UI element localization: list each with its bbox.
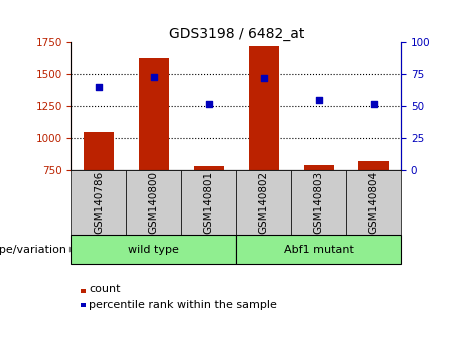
Point (205, 101, 213, 107)
Bar (139, 58, 169, 170)
Text: Abf1 mutant: Abf1 mutant (284, 245, 354, 255)
Text: percentile rank within the sample: percentile rank within the sample (89, 300, 277, 310)
Text: GSM140802: GSM140802 (259, 171, 269, 234)
Point (260, 75, 267, 81)
Text: GSM140804: GSM140804 (369, 171, 378, 234)
Text: genotype/variation: genotype/variation (0, 245, 67, 255)
Bar (303, 165, 334, 170)
Text: wild type: wild type (129, 245, 179, 255)
Point (370, 101, 377, 107)
Bar (194, 166, 224, 170)
Bar (248, 46, 279, 170)
Text: GSM140800: GSM140800 (149, 171, 159, 234)
Bar (359, 161, 389, 170)
Text: GSM140801: GSM140801 (204, 171, 214, 234)
Point (150, 74, 158, 80)
Title: GDS3198 / 6482_at: GDS3198 / 6482_at (169, 28, 304, 41)
Bar (84, 132, 114, 170)
Point (95, 84, 103, 90)
Text: GSM140786: GSM140786 (94, 171, 104, 234)
Point (315, 97, 322, 103)
Text: GSM140803: GSM140803 (313, 171, 324, 234)
Text: count: count (89, 284, 120, 294)
